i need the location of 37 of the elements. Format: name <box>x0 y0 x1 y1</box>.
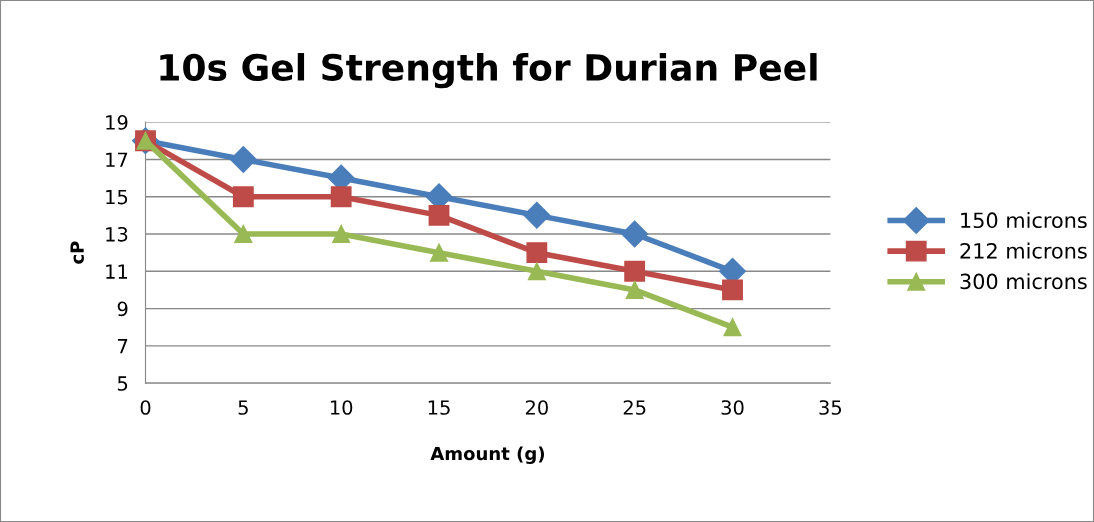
point <box>229 145 257 173</box>
point <box>429 243 449 262</box>
y-tick-label: 11 <box>106 264 128 279</box>
y-tick-label: 15 <box>106 189 128 205</box>
chart-title: 10s Gel Strength for Durian Peel <box>160 53 817 89</box>
x-tick-label: 5 <box>238 400 248 415</box>
x-axis-title: Amount (g) <box>430 446 544 465</box>
y-axis-title: cP <box>70 241 84 264</box>
y-tick-label: 17 <box>106 152 128 167</box>
legend-label: 150 microns <box>961 211 1087 229</box>
x-tick-label: 20 <box>525 400 548 415</box>
point <box>428 204 450 226</box>
y-tick-label: 7 <box>118 339 128 354</box>
legend-label: 300 microns <box>960 273 1087 290</box>
y-tick-label: 9 <box>117 301 128 317</box>
x-tick-label: 0 <box>140 400 151 415</box>
point <box>523 201 551 229</box>
y-tick-label: 13 <box>106 226 128 242</box>
point <box>332 224 351 244</box>
point <box>625 280 644 299</box>
x-tick-label: 15 <box>428 400 450 415</box>
y-tick-label: 5 <box>117 376 128 391</box>
y-tick-label: 19 <box>106 115 128 130</box>
point <box>234 224 253 244</box>
point <box>624 260 646 282</box>
x-tick-label: 30 <box>721 400 744 415</box>
point <box>722 279 743 301</box>
point <box>232 186 254 208</box>
x-tick-label: 25 <box>623 400 646 415</box>
point <box>526 242 548 264</box>
point <box>723 318 742 337</box>
point <box>330 186 352 208</box>
x-tick-label: 35 <box>819 400 842 415</box>
x-tick-label: 10 <box>330 400 353 415</box>
legend-label: 212 microns <box>960 242 1087 259</box>
point <box>527 262 546 281</box>
point <box>621 220 649 248</box>
